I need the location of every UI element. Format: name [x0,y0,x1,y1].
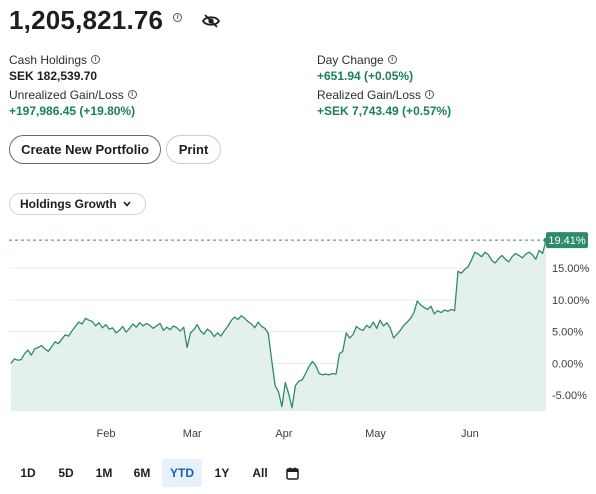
print-button[interactable]: Print [166,135,221,164]
info-icon[interactable]: i [425,90,435,99]
day-change-stat: Day Change i +651.94 (+0.05%) [317,52,414,84]
info-icon[interactable]: i [173,12,183,22]
unrealized-label: Unrealized Gain/Loss [9,87,124,102]
x-tick-label: May [365,428,386,440]
y-tick-label: -5.00% [552,390,587,402]
y-tick-label: 10.00% [552,295,590,307]
time-range-tabs: 1D 5D 1M 6M YTD 1Y All [10,458,299,488]
chart-canvas: 15.00% 10.00% 5.00% 0.00% -5.00% Feb Mar Apr May… [9,232,590,440]
dropdown-label: Holdings Growth [20,197,117,211]
series-area [11,240,546,411]
tab-5d[interactable]: 5D [58,466,74,480]
series-line [10,239,547,409]
info-icon[interactable]: i [127,90,137,99]
unrealized-value: +197,986.45 (+19.80%) [9,104,136,118]
day-change-label: Day Change [317,52,384,67]
tab-1m[interactable]: 1M [95,466,113,480]
cash-holdings-stat: Cash Holdings i SEK 182,539.70 [9,52,101,83]
total-portfolio-value: 1,205,821.76 [9,4,164,35]
realized-label: Realized Gain/Loss [317,87,422,102]
x-tick-label: Jun [461,428,479,440]
tab-1y[interactable]: 1Y [214,466,230,480]
tab-1d[interactable]: 1D [20,466,36,480]
cash-holdings-label: Cash Holdings [9,52,88,67]
y-tick-label: 5.00% [552,327,583,339]
realized-stat: Realized Gain/Loss i +SEK 7,743.49 (+0.57… [317,87,452,119]
cash-holdings-value: SEK 182,539.70 [9,69,98,83]
current-value-badge [546,232,588,249]
chevron-down-icon [123,199,131,209]
y-tick-label: 15.00% [552,263,590,275]
eye-off-icon[interactable] [202,14,221,28]
day-change-value: +651.94 (+0.05%) [317,69,414,83]
holdings-growth-dropdown[interactable]: Holdings Growth [9,193,146,215]
realized-value: +SEK 7,743.49 (+0.57%) [317,104,452,118]
unrealized-stat: Unrealized Gain/Loss i +197,986.45 (+19.8… [9,87,137,118]
tab-ytd[interactable]: YTD [162,459,202,487]
info-icon[interactable]: i [91,55,101,64]
info-icon[interactable]: i [387,55,397,64]
tab-6m[interactable]: 6M [133,466,151,480]
calendar-icon[interactable] [286,467,299,480]
holdings-growth-chart: 15.00% 10.00% 5.00% 0.00% -5.00% Feb Mar Apr May… [0,230,596,445]
create-portfolio-button[interactable]: Create New Portfolio [9,135,161,164]
x-tick-label: Mar [183,428,202,440]
tab-all[interactable]: All [252,466,268,480]
y-tick-label: 0.00% [552,358,583,370]
current-value-label: 19.41% [548,235,586,247]
x-tick-label: Feb [97,428,116,440]
x-tick-label: Apr [275,428,292,440]
portfolio-header: 1,205,821.76 i [9,4,221,36]
